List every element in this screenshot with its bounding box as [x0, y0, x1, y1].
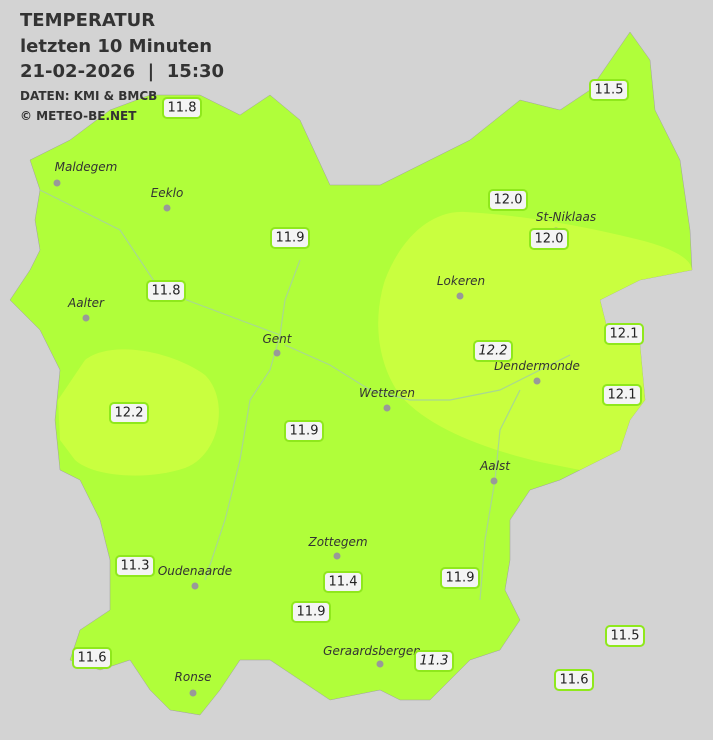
station-value: 12.1 [608, 388, 637, 403]
station: 12.1 [602, 384, 642, 406]
station-value: 11.9 [446, 571, 475, 586]
station-value: 11.5 [595, 83, 624, 98]
station: 11.3 [115, 555, 155, 577]
station-box [270, 227, 310, 249]
city-dot [383, 404, 391, 412]
station: 11.8 [146, 280, 186, 302]
source: DATEN: KMI & BMCB [20, 89, 157, 103]
station-box [604, 323, 644, 345]
station-value: 12.1 [610, 327, 639, 342]
city-dot [82, 314, 90, 322]
city-label: Gent [263, 332, 293, 346]
city-dot [189, 689, 197, 697]
copyright: © METEO-BE.NET [20, 109, 137, 123]
station-box [72, 647, 112, 669]
station-box [323, 571, 363, 593]
station: 12.0 [529, 228, 569, 250]
station: 11.5 [605, 625, 645, 647]
city-label: Oudenaarde [158, 564, 232, 578]
city-dot [333, 552, 341, 560]
city-label: Aalter [67, 296, 105, 310]
station-value: 11.8 [152, 284, 181, 299]
station-value: 12.2 [479, 344, 508, 359]
city-label: Aalst [479, 459, 511, 473]
city-label: St-Niklaas [536, 210, 596, 224]
station: 12.1 [604, 323, 644, 345]
station-box [605, 625, 645, 647]
station-value: 11.3 [121, 559, 150, 574]
subtitle: letzten 10 Minuten [20, 36, 212, 57]
station: 12.2 [473, 340, 513, 362]
station: 11.6 [554, 669, 594, 691]
station-box [440, 567, 480, 589]
station-value: 11.6 [560, 673, 589, 688]
city-dot [273, 349, 281, 357]
station-value: 11.9 [276, 231, 305, 246]
station-box [529, 228, 569, 250]
city-dot [533, 377, 541, 385]
city-dot [53, 179, 61, 187]
city-label: Dendermonde [494, 359, 580, 373]
station: 12.2 [109, 402, 149, 424]
station-value: 11.9 [290, 424, 319, 439]
city-label: Lokeren [437, 274, 485, 288]
city-label: Maldegem [55, 160, 118, 174]
station-box [602, 384, 642, 406]
station-box [284, 420, 324, 442]
station: 11.5 [589, 79, 629, 101]
city-dot [376, 660, 384, 668]
title: TEMPERATUR [20, 10, 155, 31]
station-box [109, 402, 149, 424]
station-value: 11.8 [168, 101, 197, 116]
station-value: 12.0 [535, 232, 564, 247]
station: 11.9 [440, 567, 480, 589]
station-value: 11.3 [420, 654, 449, 669]
city-label: Zottegem [307, 535, 367, 549]
city-dot [163, 204, 171, 212]
datetime: 21-02-2026 | 15:30 [20, 61, 224, 82]
station-box [146, 280, 186, 302]
city-label: Eeklo [151, 186, 184, 200]
station-box [162, 97, 202, 119]
station: 11.3 [414, 650, 454, 672]
station-value: 12.0 [494, 193, 523, 208]
city-dot [191, 582, 199, 590]
station-box [473, 340, 513, 362]
station-value: 11.6 [78, 651, 107, 666]
city-dot [456, 292, 464, 300]
station-value: 11.4 [329, 575, 358, 590]
station-box [414, 650, 454, 672]
station-box [554, 669, 594, 691]
station-value: 11.5 [611, 629, 640, 644]
city-label: Wetteren [359, 386, 415, 400]
station: 11.6 [72, 647, 112, 669]
station: 11.8 [162, 97, 202, 119]
station: 12.0 [488, 189, 528, 211]
station-value: 12.2 [115, 406, 144, 421]
station: 11.4 [323, 571, 363, 593]
station: 11.9 [291, 601, 331, 623]
station-box [115, 555, 155, 577]
city-label: Ronse [175, 670, 212, 684]
station-box [589, 79, 629, 101]
city-label: Geraardsbergen [323, 644, 421, 658]
station: 11.9 [270, 227, 310, 249]
station-value: 11.9 [297, 605, 326, 620]
station: 11.9 [284, 420, 324, 442]
station-box [488, 189, 528, 211]
city-dot [490, 477, 498, 485]
station-box [291, 601, 331, 623]
